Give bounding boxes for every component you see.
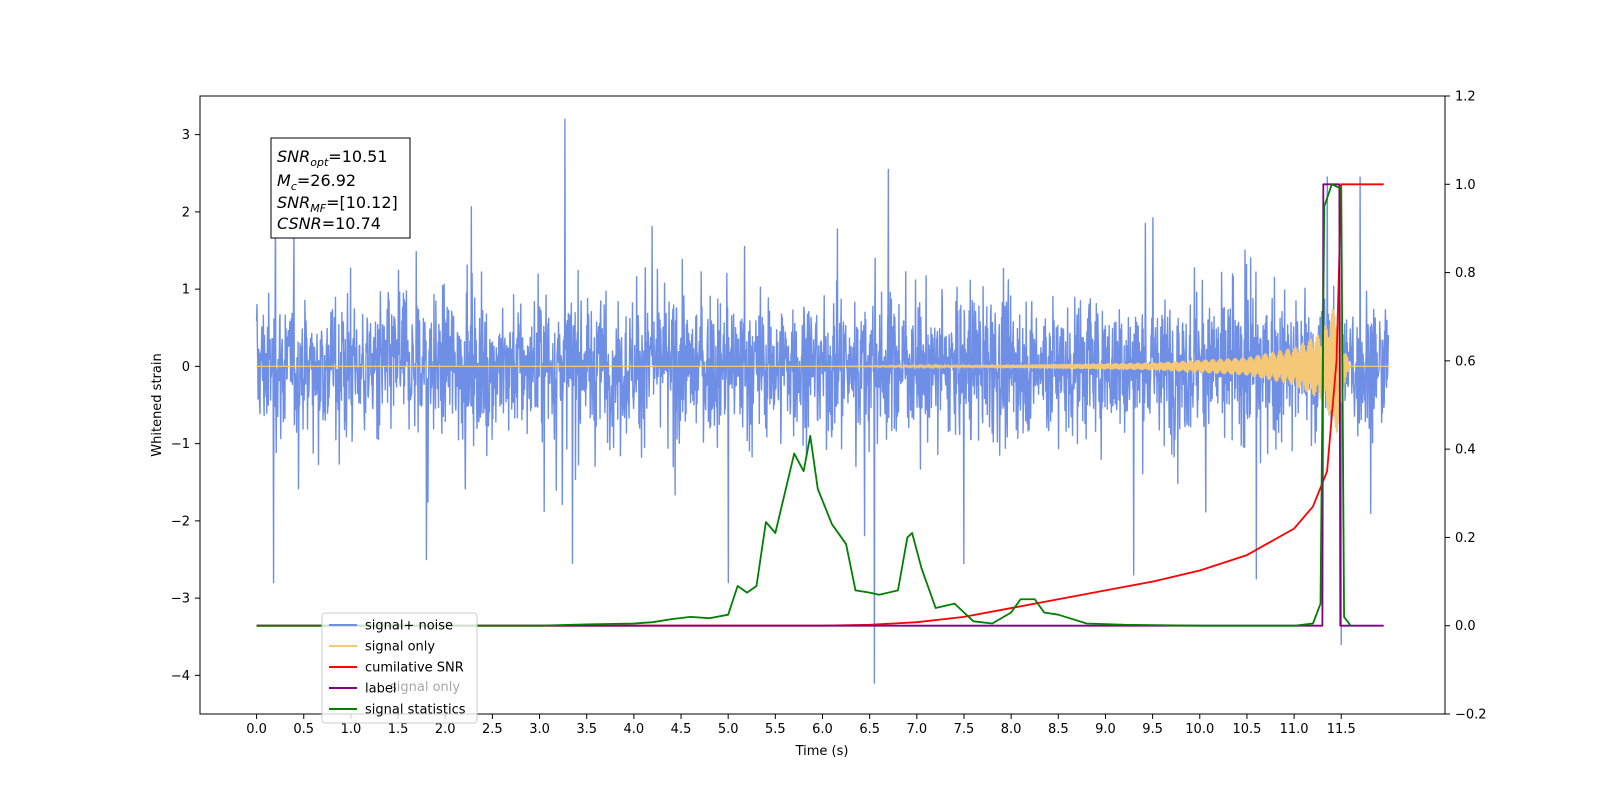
x-tick-label: 2.5 [482, 722, 503, 737]
y-axis-right: 1.2 1.0 0.8 0.6 0.4 0.2 0.0 −0.2 [1445, 90, 1487, 723]
annotation-line-snr-opt: SNRopt=10.51 [277, 147, 388, 169]
y-right-tick-label: 0.0 [1455, 619, 1476, 634]
annotation-box: SNRopt=10.51 Mc=26.92 SNRMF=[10.12] CSNR… [270, 137, 411, 239]
x-tick-label: 3.0 [529, 722, 550, 737]
annotation-line-chirp-mass: Mc=26.92 [277, 171, 356, 193]
y-right-tick-label: 0.2 [1455, 531, 1476, 546]
legend-frame [321, 612, 478, 724]
y-right-tick-label: −0.2 [1455, 708, 1487, 723]
x-tick-label: 6.0 [812, 722, 833, 737]
y-right-tick-label: 0.8 [1455, 266, 1476, 281]
series-line-cumilative-snr [256, 183, 1384, 627]
x-tick-label: 4.5 [671, 722, 692, 737]
legend-hidden-text: signal only [390, 680, 460, 695]
x-tick-label: 3.5 [576, 722, 597, 737]
x-tick-label: 11.5 [1327, 722, 1356, 737]
y-tick-label: 3 [182, 128, 190, 143]
y-right-tick-label: 0.4 [1455, 443, 1476, 458]
legend-label: signal+ noise [365, 619, 453, 634]
y-tick-label: −2 [171, 514, 190, 529]
legend-label: signal only [365, 640, 435, 655]
legend-label: cumilative SNR [365, 661, 464, 676]
y-tick-label: 0 [182, 360, 190, 375]
legend-label: label [365, 682, 396, 697]
y-tick-label: 1 [182, 283, 190, 298]
x-tick-label: 7.5 [954, 722, 975, 737]
annotation-line-snr-mf: SNRMF=[10.12] [277, 193, 398, 215]
y-right-tick-label: 1.0 [1455, 178, 1476, 193]
x-tick-label: 11.0 [1280, 722, 1309, 737]
series-line-signal-noise [255, 118, 1390, 684]
x-tick-label: 0.5 [293, 722, 314, 737]
annotation-line-csnr: CSNR=10.74 [277, 214, 381, 233]
x-tick-label: 9.5 [1142, 722, 1163, 737]
x-axis-label: Time (s) [795, 744, 849, 759]
x-tick-label: 1.5 [388, 722, 409, 737]
x-tick-label: 10.5 [1232, 722, 1261, 737]
legend: signal only signal+ noise signal only cumi… [321, 612, 478, 724]
x-tick-label: 8.5 [1048, 722, 1069, 737]
y-tick-label: −4 [171, 669, 190, 684]
x-tick-label: 5.0 [718, 722, 739, 737]
x-tick-label: 10.0 [1185, 722, 1214, 737]
legend-label: signal statistics [365, 703, 466, 718]
x-tick-label: 6.5 [859, 722, 880, 737]
y-right-tick-label: 0.6 [1455, 354, 1476, 369]
x-tick-label: 1.0 [341, 722, 362, 737]
x-tick-label: 9.0 [1095, 722, 1116, 737]
y-right-tick-label: 1.2 [1455, 90, 1476, 105]
series-line-signal-statistics [256, 183, 1352, 627]
x-tick-label: 0.0 [246, 722, 267, 737]
legend-items: signal+ noise signal only cumilative SNR la… [329, 619, 466, 718]
x-tick-label: 8.0 [1001, 722, 1022, 737]
x-tick-label: 7.0 [906, 722, 927, 737]
y-axis-left: 3 2 1 0 −1 −2 −3 −4 [171, 128, 200, 684]
y-tick-label: −3 [171, 592, 190, 607]
x-tick-label: 5.5 [765, 722, 786, 737]
plot-area [255, 118, 1390, 684]
x-axis: 0.0 0.5 1.0 1.5 2.0 2.5 3.0 3.5 4.0 4.5 5.0 5.5 6.0 6… [246, 714, 1356, 737]
annotation-frame [270, 137, 411, 239]
series-line-signal-only [256, 296, 1389, 433]
x-tick-label: 4.0 [624, 722, 645, 737]
y-tick-label: −1 [171, 437, 190, 452]
x-tick-label: 2.0 [435, 722, 456, 737]
y-axis-label: Whitened strain [150, 353, 165, 456]
y-tick-label: 2 [182, 205, 190, 220]
